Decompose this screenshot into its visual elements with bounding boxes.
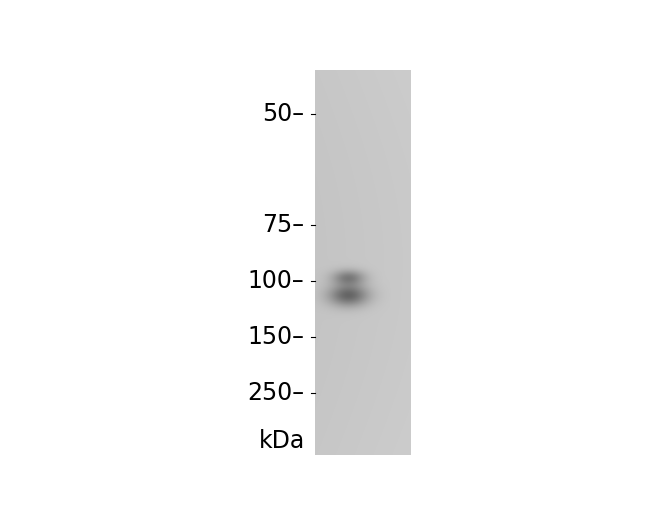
Text: 50–: 50– xyxy=(263,102,304,126)
Text: 150–: 150– xyxy=(248,324,304,349)
Text: kDa: kDa xyxy=(259,429,306,453)
Text: 250–: 250– xyxy=(248,381,304,405)
Text: 75–: 75– xyxy=(263,213,304,237)
Text: 100–: 100– xyxy=(248,269,304,293)
